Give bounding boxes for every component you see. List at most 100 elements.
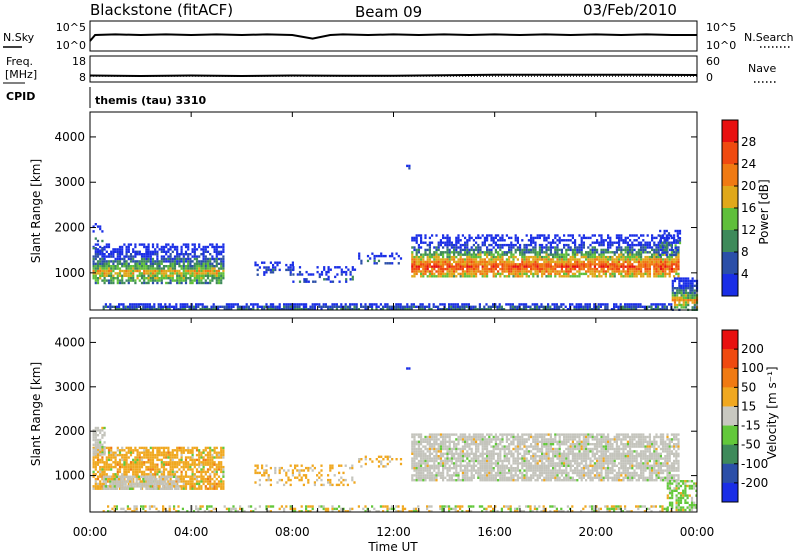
heatmap-cell (289, 308, 292, 311)
heatmap-cell (129, 451, 133, 454)
heatmap-cell (457, 239, 460, 242)
heatmap-cell (567, 275, 570, 278)
heatmap-cell (615, 248, 618, 252)
heatmap-cell (574, 243, 577, 247)
heatmap-cell (294, 303, 297, 306)
heatmap-cell (662, 267, 665, 271)
heatmap-cell (162, 468, 166, 471)
heatmap-cell (472, 305, 475, 308)
heatmap-cell (631, 243, 634, 247)
heatmap-cell (388, 308, 391, 311)
heatmap-cell (278, 308, 281, 311)
heatmap-cell (538, 248, 541, 252)
heatmap-cell (145, 281, 148, 285)
heatmap-cell (571, 303, 574, 306)
heatmap-cell (291, 308, 294, 311)
heatmap-cell (391, 262, 394, 265)
heatmap-cell (574, 275, 577, 278)
heatmap-cell (444, 435, 447, 439)
heatmap-cell (287, 266, 290, 269)
heatmap-cell (424, 452, 427, 455)
heatmap-cell (169, 463, 172, 466)
heatmap-cell (92, 487, 95, 490)
heatmap-cell (118, 269, 122, 273)
heatmap-cell (254, 471, 257, 475)
heatmap-cell (678, 232, 682, 235)
heatmap-cell (455, 469, 458, 472)
heatmap-cell (540, 305, 543, 308)
heatmap-cell (411, 258, 414, 261)
heatmap-cell (424, 248, 427, 252)
heatmap-cell (145, 257, 148, 261)
heatmap-cell (478, 303, 481, 306)
heatmap-cell (223, 308, 226, 311)
heatmap-cell (464, 243, 467, 247)
heatmap-cell (633, 243, 636, 247)
heatmap-cell (457, 452, 460, 455)
heatmap-cell (154, 260, 157, 263)
heatmap-cell (536, 275, 539, 278)
heatmap-cell (609, 243, 612, 247)
heatmap-cell (433, 462, 436, 465)
heatmap-cell (107, 253, 111, 256)
heatmap-cell (593, 255, 596, 259)
heatmap-cell (624, 270, 627, 273)
heatmap-cell (329, 466, 332, 470)
heatmap-cell (140, 277, 144, 280)
heatmap-cell (459, 438, 462, 441)
heatmap-cell (655, 236, 658, 240)
heatmap-cell (187, 260, 190, 263)
heatmap-cell (670, 234, 673, 237)
heatmap-cell (442, 445, 445, 448)
heatmap-cell (110, 281, 113, 285)
heatmap-cell (96, 438, 100, 442)
heatmap-cell (103, 262, 106, 265)
heatmap-cell (329, 464, 332, 467)
heatmap-cell (527, 265, 530, 268)
heatmap-cell (426, 474, 429, 477)
heatmap-cell (576, 246, 579, 249)
heatmap-cell (247, 308, 250, 311)
heatmap-cell (538, 253, 541, 256)
heatmap-cell (327, 275, 330, 279)
heatmap-cell (565, 272, 568, 276)
heatmap-cell (437, 455, 440, 458)
heatmap-cell (459, 467, 462, 470)
heatmap-cell (443, 303, 446, 306)
heatmap-cell (127, 267, 130, 270)
heatmap-cell (116, 248, 119, 251)
heatmap-cell (631, 251, 634, 254)
colorbar-segment (722, 208, 738, 231)
heatmap-cell (475, 255, 478, 259)
heatmap-cell (201, 308, 204, 311)
heatmap-cell (483, 253, 486, 256)
heatmap-cell (101, 468, 104, 471)
heatmap-cell (102, 478, 105, 481)
heatmap-cell (507, 303, 510, 306)
heatmap-cell (193, 265, 196, 268)
heatmap-cell (364, 462, 367, 466)
heatmap-cell (523, 270, 526, 273)
heatmap-cell (419, 303, 422, 306)
heatmap-cell (187, 449, 190, 452)
heatmap-cell (501, 234, 504, 237)
heatmap-cell (340, 273, 343, 276)
heatmap-cell (213, 260, 216, 263)
heatmap-cell (446, 248, 449, 252)
heatmap-cell (552, 258, 555, 261)
heatmap-cell (140, 243, 144, 246)
heatmap-cell (200, 265, 203, 268)
heatmap-cell (109, 480, 112, 483)
heatmap-cell (206, 463, 210, 466)
heatmap-cell (626, 236, 629, 240)
heatmap-cell (422, 267, 425, 271)
heatmap-cell (103, 465, 106, 469)
heatmap-cell (595, 305, 598, 308)
heatmap-cell (435, 467, 438, 470)
heatmap-cell (466, 272, 469, 276)
heatmap-cell (541, 246, 544, 249)
heatmap-cell (195, 475, 199, 478)
heatmap-cell (395, 308, 398, 311)
heatmap-cell (121, 248, 124, 251)
heatmap-cell (200, 267, 203, 270)
